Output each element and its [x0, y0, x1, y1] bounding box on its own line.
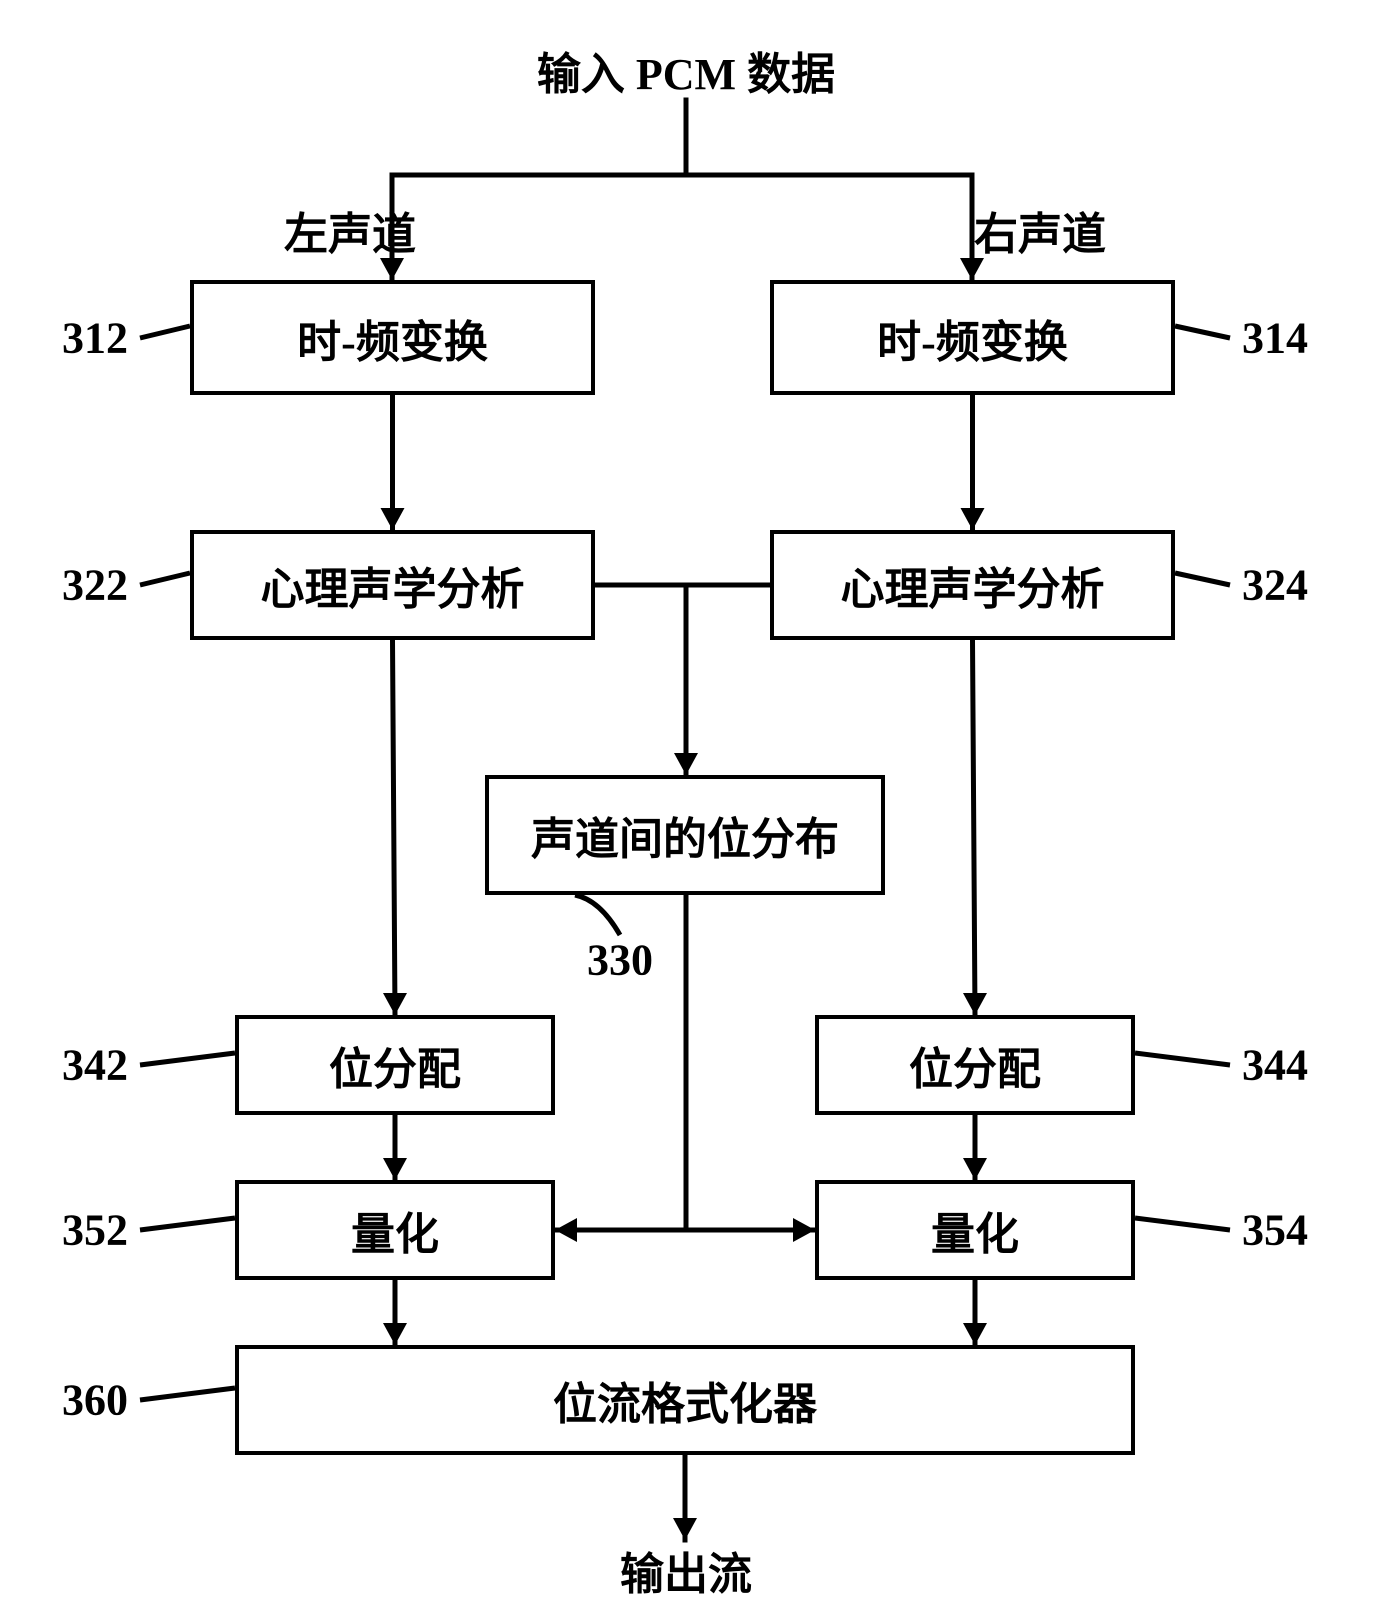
box-b354: 量化 [815, 1180, 1135, 1280]
box-label-b324: 心理声学分析 [841, 553, 1105, 617]
ref-r324: 324 [1242, 560, 1308, 611]
box-b324: 心理声学分析 [770, 530, 1175, 640]
right-channel-label: 右声道 [974, 198, 1106, 262]
ref-r360: 360 [62, 1375, 128, 1426]
box-label-b322: 心理声学分析 [261, 553, 525, 617]
box-b344: 位分配 [815, 1015, 1135, 1115]
ref-r330: 330 [587, 935, 653, 986]
box-b322: 心理声学分析 [190, 530, 595, 640]
box-label-b344: 位分配 [909, 1033, 1041, 1097]
left-channel-label: 左声道 [284, 198, 416, 262]
box-b314: 时-频变换 [770, 280, 1175, 395]
ref-r354: 354 [1242, 1205, 1308, 1256]
box-b330: 声道间的位分布 [485, 775, 885, 895]
box-label-b352: 量化 [351, 1198, 439, 1262]
box-label-b360: 位流格式化器 [553, 1368, 817, 1432]
input-label: 输入 PCM 数据 [537, 38, 835, 102]
ref-r322: 322 [62, 560, 128, 611]
box-label-b314: 时-频变换 [877, 306, 1068, 370]
box-label-b354: 量化 [931, 1198, 1019, 1262]
ref-r312: 312 [62, 313, 128, 364]
box-b312: 时-频变换 [190, 280, 595, 395]
ref-r342: 342 [62, 1040, 128, 1091]
box-b360: 位流格式化器 [235, 1345, 1135, 1455]
ref-r344: 344 [1242, 1040, 1308, 1091]
box-b352: 量化 [235, 1180, 555, 1280]
box-label-b342: 位分配 [329, 1033, 461, 1097]
ref-r352: 352 [62, 1205, 128, 1256]
box-b342: 位分配 [235, 1015, 555, 1115]
box-label-b330: 声道间的位分布 [531, 803, 839, 867]
box-label-b312: 时-频变换 [297, 306, 488, 370]
ref-r314: 314 [1242, 313, 1308, 364]
output-label: 输出流 [620, 1538, 752, 1602]
